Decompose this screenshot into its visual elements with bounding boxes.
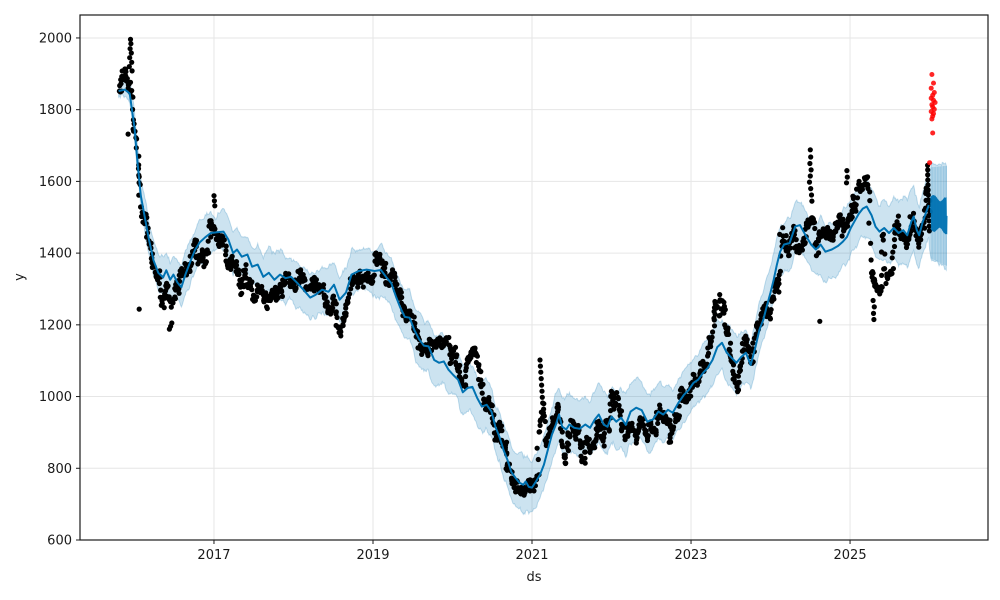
x-tick-label: 2019 [356, 548, 389, 563]
y-axis-label: y [12, 273, 28, 281]
y-tick-label: 2000 [39, 31, 72, 46]
x-tick-label: 2017 [197, 548, 230, 563]
y-tick-label: 600 [47, 534, 72, 549]
x-tick-label: 2023 [674, 548, 707, 563]
x-tick-label: 2025 [834, 548, 867, 563]
y-tick-label: 800 [47, 462, 72, 477]
y-tick-label: 1400 [39, 247, 72, 262]
y-tick-label: 1200 [39, 318, 72, 333]
y-tick-label: 1000 [39, 390, 72, 405]
y-tick-label: 1600 [39, 175, 72, 190]
x-axis-label: ds [526, 570, 542, 585]
y-tick-label: 1800 [39, 103, 72, 118]
x-tick-label: 2021 [515, 548, 548, 563]
